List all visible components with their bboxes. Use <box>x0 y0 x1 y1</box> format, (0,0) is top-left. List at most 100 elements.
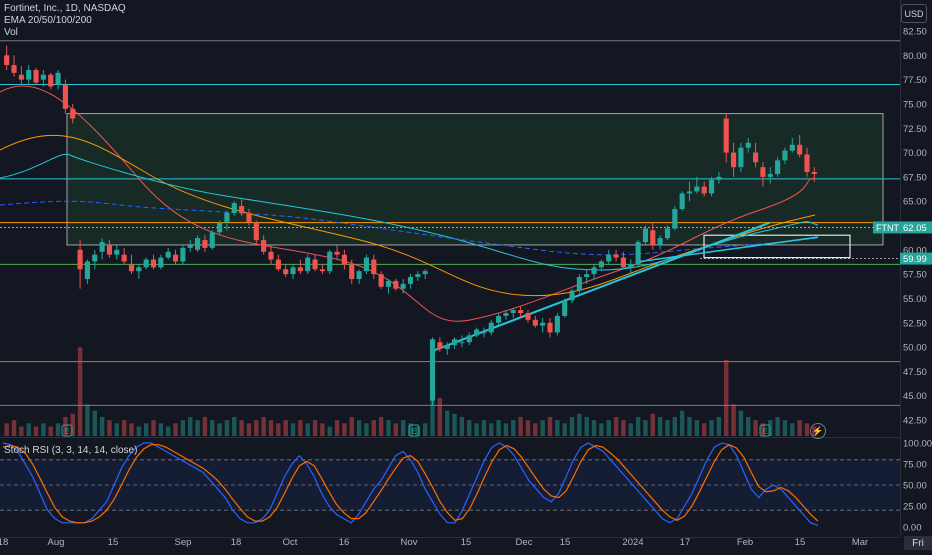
candle <box>106 240 113 258</box>
volume-bar <box>746 417 751 436</box>
candle-body <box>730 152 737 168</box>
candle-body <box>378 274 384 287</box>
currency-button[interactable]: USD <box>901 4 927 23</box>
volume-bar <box>790 423 795 436</box>
volume-bar <box>731 404 736 436</box>
candle-body <box>334 251 340 255</box>
candle-body <box>672 208 678 229</box>
symbol-tag-text: FTNT <box>876 223 899 233</box>
candle <box>569 288 575 304</box>
candle-body <box>738 147 744 168</box>
volume-bar <box>577 413 582 436</box>
price-axis-label: 72.50 <box>903 124 927 135</box>
volume-bar <box>180 420 186 436</box>
volume-bar <box>4 423 9 436</box>
volume-bar <box>657 417 663 436</box>
candle <box>371 254 377 279</box>
candle-body <box>613 254 619 258</box>
volume-bar <box>496 420 501 436</box>
candle <box>650 222 656 250</box>
candle-body <box>283 269 289 275</box>
trendline-secondary <box>639 236 819 263</box>
candle-body <box>209 232 215 248</box>
candle <box>378 271 384 289</box>
candle <box>481 327 487 338</box>
price-axis-label: 65.00 <box>903 197 927 208</box>
candle <box>701 181 707 197</box>
candle-body <box>606 254 612 262</box>
candle-body <box>4 55 10 66</box>
volume-bar <box>738 410 744 436</box>
volume-bar <box>430 341 435 436</box>
price-axis-label: 80.00 <box>903 51 927 62</box>
candle-body <box>305 257 311 272</box>
candle <box>496 313 502 326</box>
volume-bar <box>672 417 678 436</box>
candle <box>312 254 318 272</box>
candle <box>187 240 193 252</box>
volume-bar <box>474 423 479 436</box>
earnings-marker-letter: E <box>411 427 416 436</box>
candle <box>99 238 105 260</box>
candle-body <box>55 72 61 85</box>
volume-bar <box>85 404 90 436</box>
candle <box>797 135 803 158</box>
volume-bar <box>121 420 127 436</box>
candle-body <box>481 332 487 334</box>
candle-body <box>569 290 575 301</box>
volume-bar <box>114 423 120 436</box>
candle-body <box>18 74 24 80</box>
earnings-marker-box <box>408 424 420 437</box>
symbol-title[interactable]: Fortinet, Inc., 1D, NASDAQ <box>4 3 126 14</box>
volume-indicator-label[interactable]: Vol <box>4 27 18 38</box>
volume-bar <box>665 420 670 436</box>
ema-indicator-label[interactable]: EMA 20/50/100/200 <box>4 15 92 26</box>
candle-body <box>165 251 171 258</box>
lightning-icon[interactable]: ⚡ <box>810 423 826 439</box>
candle <box>341 249 347 270</box>
candle <box>811 167 817 182</box>
earnings-marker-icon: E <box>408 424 420 437</box>
candle <box>510 308 516 318</box>
candle-body <box>92 254 98 262</box>
candle <box>554 313 560 336</box>
time-axis-label: Mar <box>852 537 868 548</box>
candle <box>18 66 24 85</box>
volume-bar <box>467 420 472 436</box>
candle-body <box>466 335 472 343</box>
volume-bar <box>224 420 230 436</box>
time-axis-label: 16 <box>339 537 350 548</box>
candle <box>327 249 333 275</box>
time-axis-label: Feb <box>737 537 753 548</box>
candle-body <box>143 259 149 268</box>
candle <box>466 332 472 346</box>
volume-bar <box>606 420 611 436</box>
volume-bar <box>760 423 766 436</box>
rsi-axis-label: 75.00 <box>903 460 927 471</box>
candle <box>635 240 641 268</box>
candle-body <box>158 257 164 268</box>
candle-body <box>349 264 355 279</box>
candle <box>180 244 186 265</box>
time-axis-label: 18 <box>0 537 8 548</box>
ema-line <box>0 85 816 322</box>
candle-body <box>253 222 259 241</box>
volume-bar <box>261 417 266 436</box>
volume-bar <box>400 420 406 436</box>
candle-body <box>745 142 751 148</box>
volume-bar <box>334 420 340 436</box>
volume-bar <box>701 423 707 436</box>
volume-bar <box>599 423 604 436</box>
stoch-rsi-legend[interactable]: Stoch RSI (3, 3, 14, 14, close) <box>4 445 138 456</box>
candle <box>598 259 604 272</box>
candle <box>459 335 465 348</box>
volume-bar <box>650 413 655 436</box>
volume-bar <box>239 420 244 436</box>
candle <box>591 264 597 279</box>
candle-body <box>584 274 590 278</box>
candle-body <box>172 254 179 262</box>
volume-bar <box>753 420 758 436</box>
volume-bar <box>621 420 626 436</box>
